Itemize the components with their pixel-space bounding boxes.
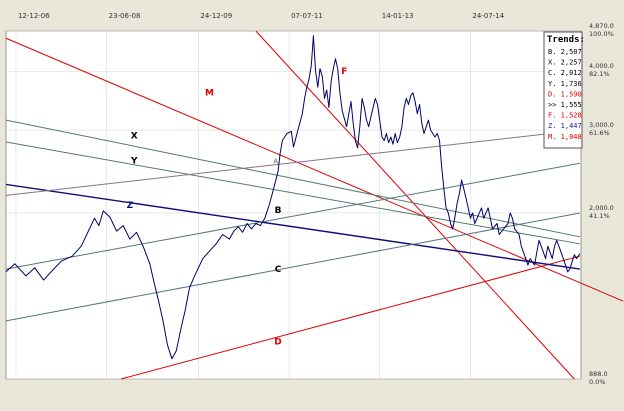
legend-entry-name: X. — [548, 59, 561, 67]
legend-entry: M. 1,048 — [548, 133, 582, 141]
legend-entry-name: >> — [548, 101, 561, 109]
x-axis: 12-12-06 23-06-08 24-12-09 07-07-11 14-01-13… — [18, 12, 505, 20]
legend-entry-value: 2,257 — [561, 59, 582, 67]
legend-entry-name: B. — [548, 48, 561, 56]
trend-line-z — [5, 183, 580, 270]
x-tick-label: 14-01-13 — [382, 12, 414, 20]
x-tick-label: 23-06-08 — [109, 12, 141, 20]
legend-entry-value: 1,447 — [561, 122, 582, 130]
legend-entry-value: 1,528 — [561, 112, 582, 120]
legend-entry: Z. 1,447 — [548, 122, 582, 130]
annotation-a: A — [273, 157, 278, 165]
x-tick-label: 07-07-11 — [291, 12, 323, 20]
legend-entry-name: Z. — [548, 122, 561, 130]
legend-title: Trends: — [547, 35, 585, 45]
y-tick-price: 2,000.0 — [589, 204, 614, 212]
legend-entry-value: 2,012 — [561, 69, 582, 77]
legend-entry-name: M. — [548, 133, 561, 141]
price-line — [5, 35, 581, 360]
trend-line-unlabeled — [5, 129, 580, 196]
grid-layer — [6, 30, 581, 380]
trend-line-y — [5, 141, 580, 245]
x-tick-label: 24-07-14 — [472, 12, 504, 20]
legend-entry: >> 1,555 — [548, 101, 582, 109]
legend-entry-name: D. — [548, 90, 561, 98]
trend-labels: M F D Z X Y B C A — [127, 67, 348, 348]
trend-label-c: C — [275, 265, 282, 275]
trend-line-m — [5, 37, 624, 302]
y-tick-pct: 0.0% — [589, 378, 606, 386]
x-tick-label: 12-12-06 — [18, 12, 50, 20]
plot-area — [5, 30, 582, 380]
trend-line-c — [5, 212, 580, 322]
legend-entry: X. 2,257 — [548, 59, 582, 67]
legend-entry: B. 2,507 — [548, 48, 582, 56]
trend-label-x: X — [131, 131, 138, 141]
y-tick-pct: 100.0% — [589, 30, 614, 38]
legend-box — [543, 31, 583, 149]
y-tick-price: 888.0 — [589, 370, 608, 378]
legend-entry-name: Y. — [548, 80, 561, 88]
y-tick-pct: 82.1% — [589, 70, 610, 78]
legend-entry-name: C. — [548, 69, 561, 77]
legend-entry-value: 1,590 — [561, 90, 582, 98]
y-tick-price: 3,000.0 — [589, 121, 614, 129]
trend-line-f — [255, 30, 575, 380]
trend-label-d: D — [274, 338, 281, 348]
legend-entry-value: 2,507 — [561, 48, 582, 56]
trend-line-b — [5, 162, 580, 270]
y-tick-pct: 41.1% — [589, 212, 610, 220]
trend-label-z: Z — [127, 201, 134, 211]
legend-entry-value: 1,736 — [561, 80, 582, 88]
trend-lines — [5, 30, 624, 380]
y-tick-price: 4,870.0 — [589, 22, 614, 30]
x-tick-label: 24-12-09 — [200, 12, 232, 20]
legend-entry: C. 2,012 — [548, 69, 582, 77]
trend-label-f: F — [341, 67, 347, 77]
y-tick-price: 4,000.0 — [589, 62, 614, 70]
legend-entry: Y. 1,736 — [548, 80, 582, 88]
legend-entry: D. 1,590 — [548, 90, 582, 98]
price-series — [5, 35, 581, 360]
legend-entry-value: 1,555 — [561, 101, 582, 109]
trend-label-y: Y — [130, 156, 138, 166]
trend-label-b: B — [275, 206, 282, 216]
legend-entry-value: 1,048 — [561, 133, 582, 141]
trend-label-m: M — [205, 89, 214, 99]
y-tick-pct: 61.6% — [589, 129, 610, 137]
legend-entry: F. 1,528 — [548, 112, 582, 120]
legend-entry-name: F. — [548, 112, 561, 120]
trend-line-d — [120, 255, 581, 380]
